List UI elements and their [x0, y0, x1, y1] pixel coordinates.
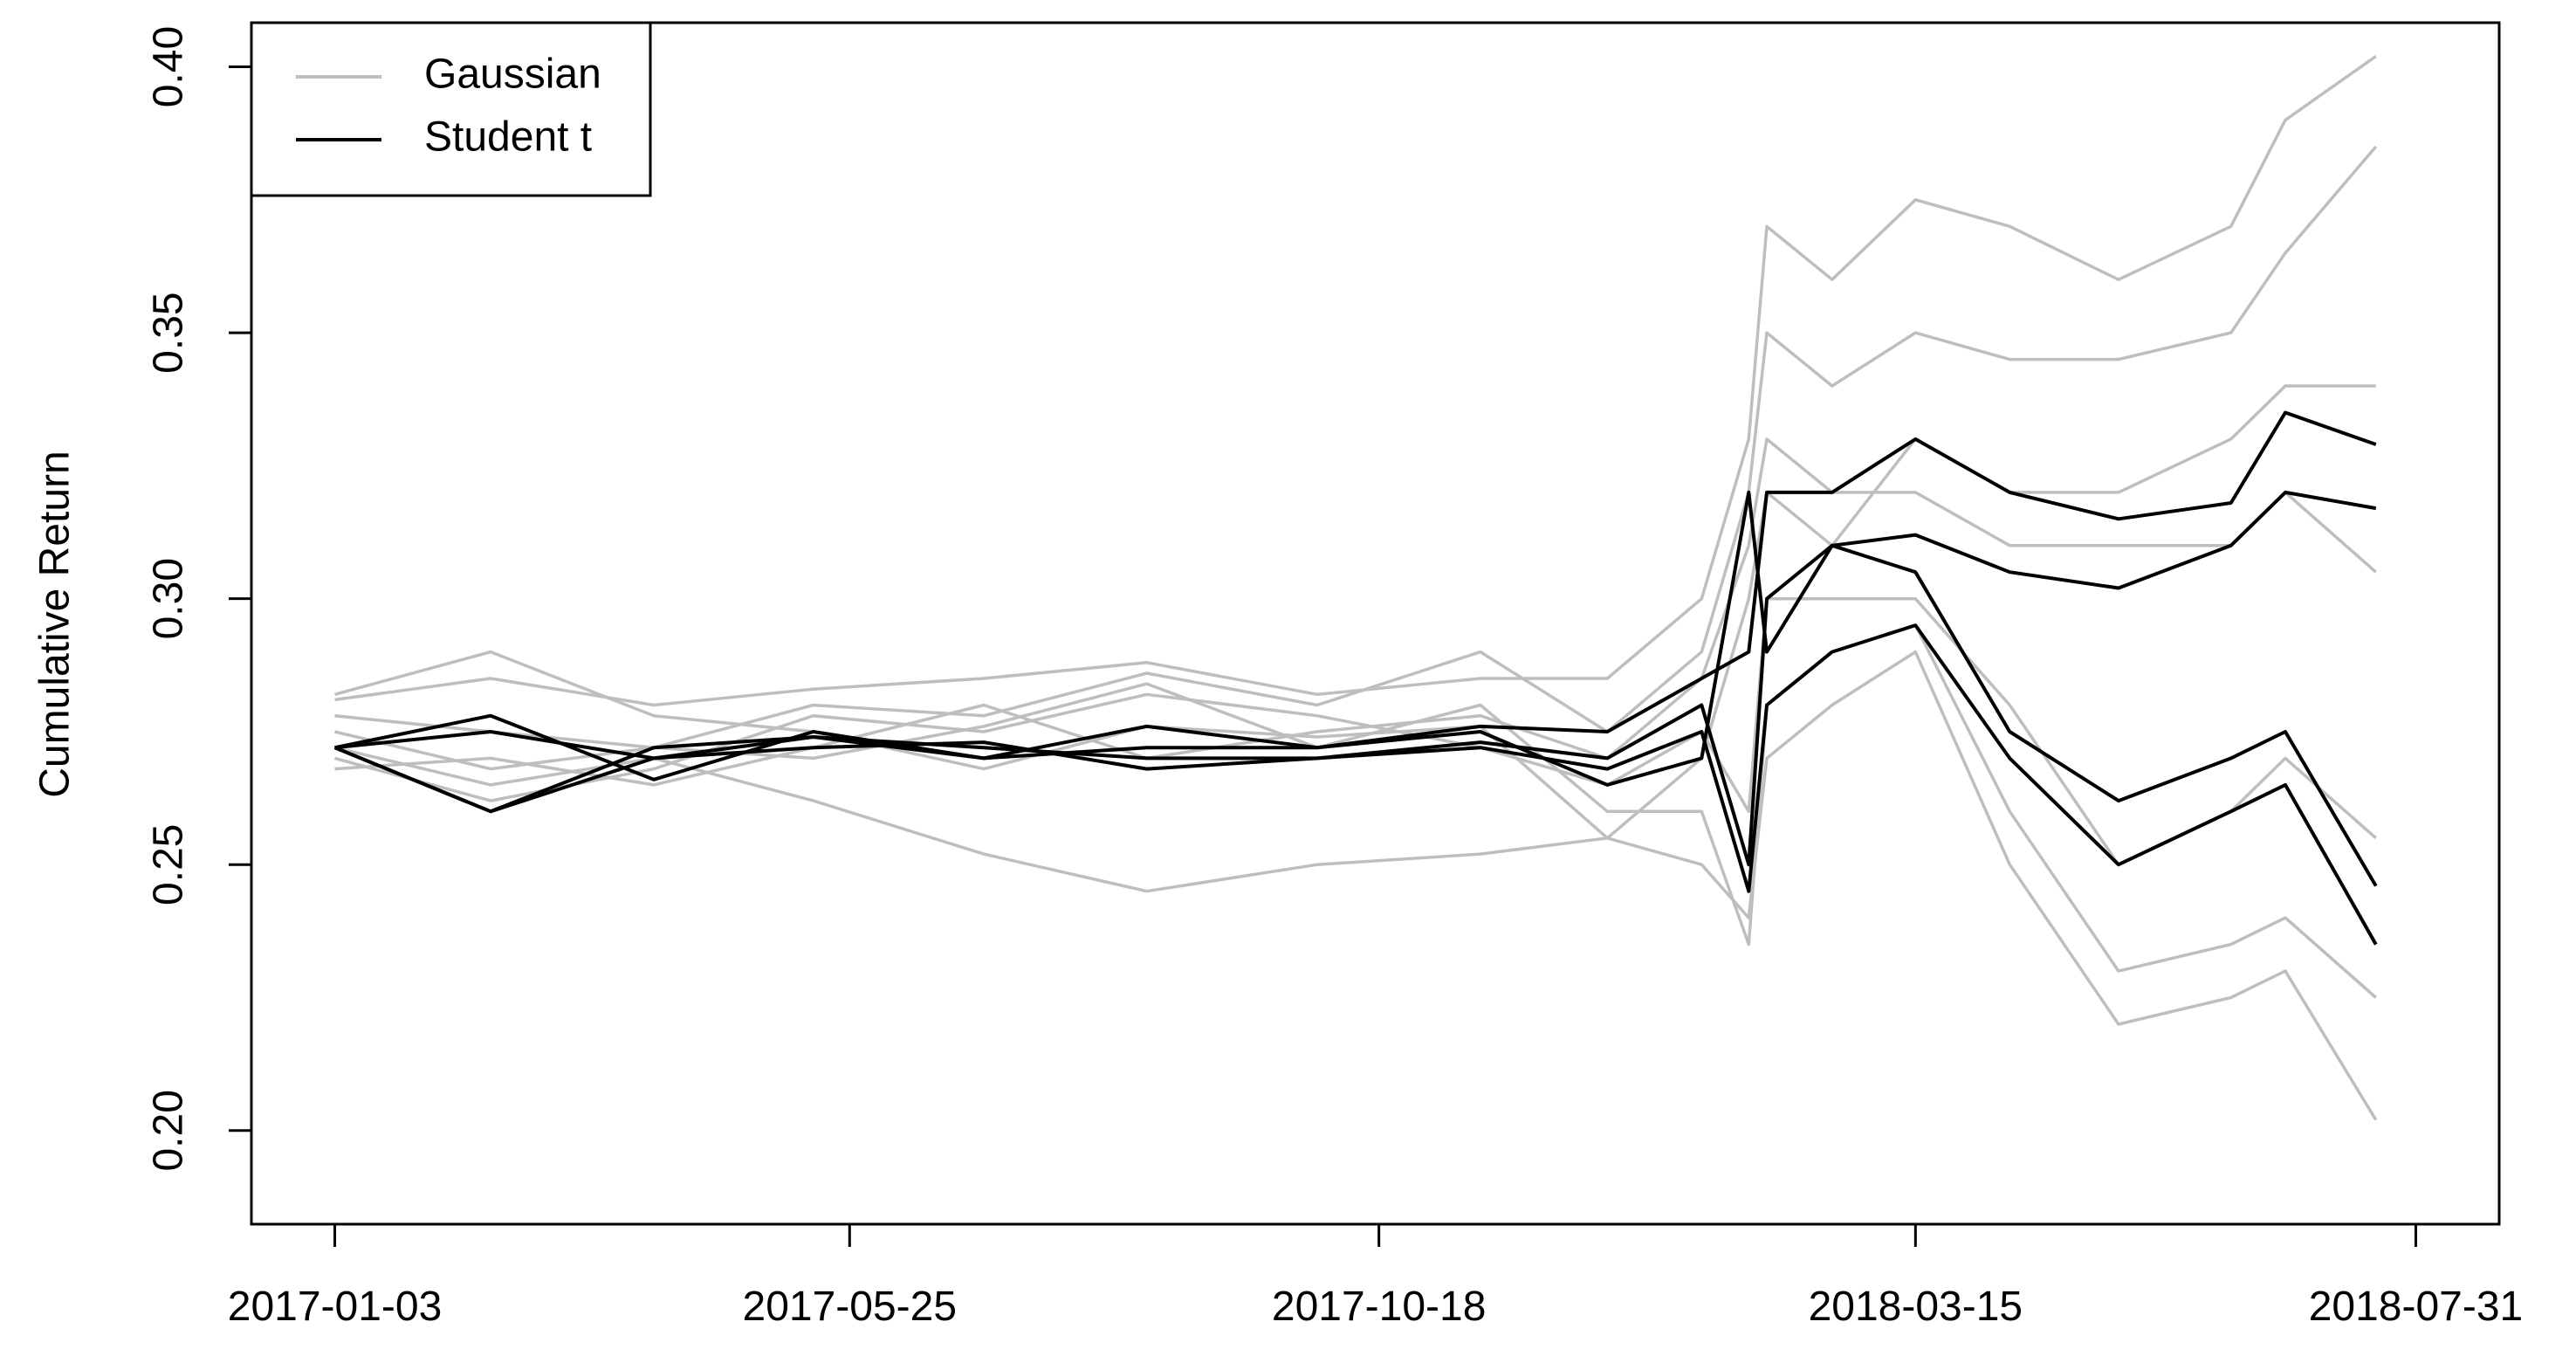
series-line — [334, 623, 2377, 999]
x-tick-label: 2017-01-03 — [228, 1284, 443, 1330]
legend-label: Gaussian — [424, 52, 601, 98]
x-tick-label: 2018-03-15 — [1809, 1284, 2023, 1330]
x-tick-label: 2018-07-31 — [2309, 1284, 2524, 1330]
y-tick-label: 0.25 — [146, 824, 192, 905]
series-line — [334, 490, 2378, 887]
series-line — [333, 490, 2377, 867]
y-tick-label: 0.20 — [146, 1090, 192, 1171]
plot-frame — [250, 21, 2501, 1226]
y-tick-label: 0.35 — [146, 292, 192, 373]
legend: Gaussian Student t — [250, 21, 652, 197]
series-line — [334, 596, 2377, 866]
y-tick-label: 0.30 — [146, 558, 192, 639]
series-line — [333, 623, 2378, 946]
series-line — [334, 54, 2377, 707]
y-axis-label: Cumulative Return — [32, 451, 79, 798]
series-line — [334, 410, 2377, 761]
series-line — [334, 145, 2378, 771]
x-tick-label: 2017-05-25 — [743, 1284, 958, 1330]
legend-frame — [250, 21, 652, 197]
y-tick-label: 0.40 — [146, 26, 192, 107]
legend-label: Student t — [424, 114, 592, 161]
x-tick-label: 2017-10-18 — [1272, 1284, 1487, 1330]
